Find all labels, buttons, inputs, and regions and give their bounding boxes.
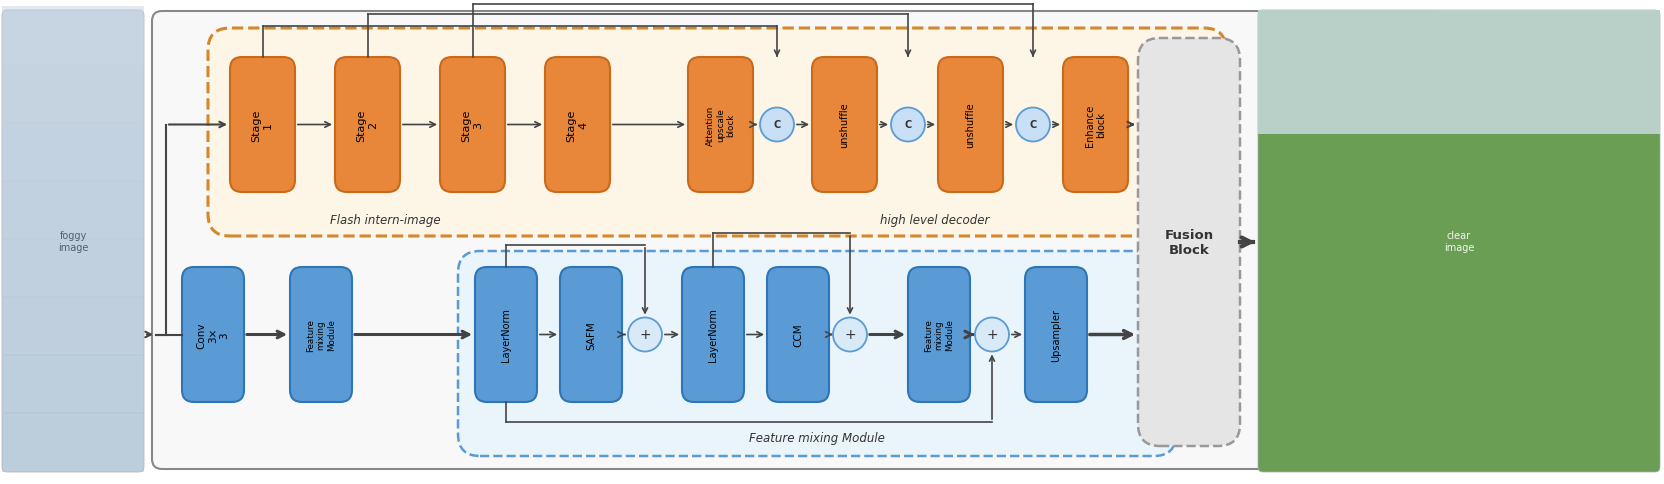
FancyBboxPatch shape — [458, 252, 1175, 456]
FancyBboxPatch shape — [544, 58, 609, 193]
Text: Stage
3: Stage 3 — [461, 109, 483, 141]
FancyBboxPatch shape — [2, 412, 143, 472]
Text: Fusion
Block: Fusion Block — [1163, 228, 1213, 257]
FancyBboxPatch shape — [907, 268, 970, 402]
Text: Upsampler: Upsampler — [1050, 308, 1060, 361]
Text: Attention
upscale
block: Attention upscale block — [706, 105, 735, 145]
FancyBboxPatch shape — [2, 11, 143, 472]
Text: C: C — [1028, 120, 1037, 130]
Text: Stage
4: Stage 4 — [566, 109, 587, 141]
FancyBboxPatch shape — [439, 58, 504, 193]
Text: Enhance
block: Enhance block — [1083, 104, 1105, 146]
Text: Feature
mixing
Module: Feature mixing Module — [924, 318, 953, 351]
FancyBboxPatch shape — [1137, 39, 1240, 446]
Text: +: + — [639, 328, 651, 342]
Text: Stage
1: Stage 1 — [251, 109, 273, 141]
Circle shape — [975, 318, 1008, 352]
FancyBboxPatch shape — [208, 29, 1225, 237]
FancyBboxPatch shape — [474, 268, 537, 402]
FancyBboxPatch shape — [290, 268, 351, 402]
FancyBboxPatch shape — [1062, 58, 1127, 193]
Text: C: C — [772, 120, 780, 130]
Circle shape — [627, 318, 662, 352]
Text: +: + — [844, 328, 855, 342]
Text: clear
image: clear image — [1443, 231, 1473, 252]
Text: CCM: CCM — [792, 323, 802, 347]
FancyBboxPatch shape — [2, 7, 143, 67]
Text: +: + — [985, 328, 997, 342]
FancyBboxPatch shape — [2, 239, 143, 298]
FancyBboxPatch shape — [1025, 268, 1087, 402]
FancyBboxPatch shape — [1258, 11, 1659, 135]
FancyBboxPatch shape — [559, 268, 622, 402]
Text: Feature mixing Module: Feature mixing Module — [749, 431, 884, 444]
FancyBboxPatch shape — [151, 12, 1443, 469]
FancyBboxPatch shape — [682, 268, 744, 402]
FancyBboxPatch shape — [2, 296, 143, 356]
FancyBboxPatch shape — [937, 58, 1002, 193]
Text: LayerNorm: LayerNorm — [501, 308, 511, 362]
Text: Feature
mixing
Module: Feature mixing Module — [306, 318, 336, 351]
Text: Stage
2: Stage 2 — [356, 109, 378, 141]
FancyBboxPatch shape — [230, 58, 295, 193]
FancyBboxPatch shape — [2, 354, 143, 414]
Text: C: C — [904, 120, 912, 130]
Text: high level decoder: high level decoder — [880, 213, 988, 227]
Text: unshuffle: unshuffle — [965, 103, 975, 148]
FancyBboxPatch shape — [2, 65, 143, 125]
FancyBboxPatch shape — [2, 123, 143, 182]
FancyBboxPatch shape — [687, 58, 752, 193]
Circle shape — [1015, 108, 1050, 142]
Text: Flash intern-image: Flash intern-image — [329, 213, 439, 227]
Text: foggy
image: foggy image — [58, 231, 88, 252]
FancyBboxPatch shape — [1258, 11, 1659, 472]
FancyBboxPatch shape — [181, 268, 245, 402]
FancyBboxPatch shape — [2, 181, 143, 241]
FancyBboxPatch shape — [812, 58, 877, 193]
FancyBboxPatch shape — [334, 58, 399, 193]
Text: unshuffle: unshuffle — [839, 103, 849, 148]
FancyBboxPatch shape — [767, 268, 829, 402]
Circle shape — [832, 318, 867, 352]
Circle shape — [759, 108, 794, 142]
Text: SAFM: SAFM — [586, 320, 596, 349]
Text: LayerNorm: LayerNorm — [707, 308, 717, 362]
Circle shape — [890, 108, 925, 142]
Text: Conv
3×
3: Conv 3× 3 — [196, 321, 230, 348]
